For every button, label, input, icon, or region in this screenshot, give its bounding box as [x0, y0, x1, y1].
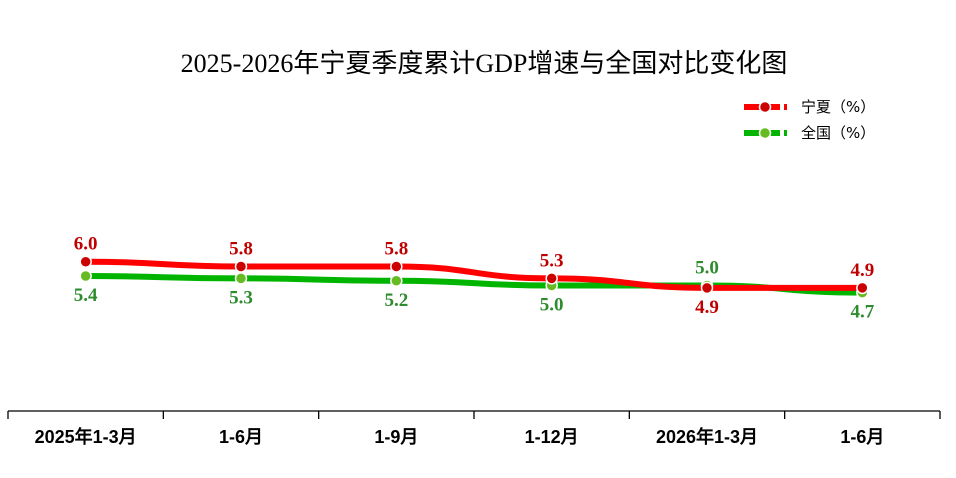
series-layer: [79, 255, 869, 299]
data-label: 5.0: [540, 295, 564, 316]
chart-title: 2025-2026年宁夏季度累计GDP增速与全国对比变化图: [181, 49, 788, 78]
x-tick-label: 1-12月: [525, 427, 579, 447]
series-point: [234, 272, 248, 285]
legend-marker: [758, 100, 772, 114]
series-point: [79, 255, 92, 268]
series-line-0: [82, 258, 866, 291]
data-label: 5.0: [695, 258, 719, 279]
x-axis: 2025年1-3月 1-6月 1-9月 1-12月 2026年1-3月 1-6月: [7, 410, 941, 447]
x-tick-label: 1-6月: [219, 427, 263, 447]
series-point: [545, 272, 558, 285]
data-label: 5.2: [384, 290, 408, 311]
series-point: [79, 269, 92, 283]
x-tick-label: 1-9月: [374, 427, 418, 447]
x-tick-label: 2026年1-3月: [656, 426, 758, 447]
data-label: 5.3: [540, 250, 564, 271]
data-label: 5.3: [229, 287, 253, 308]
data-label: 6.0: [74, 234, 98, 255]
series-point: [390, 274, 403, 288]
data-label: 4.7: [850, 302, 874, 323]
data-labels: 6.0 5.8 5.8 5.3 4.9 4.9 5.4 5.3 5.2 5.0 5.0 4.7: [74, 234, 875, 323]
x-tick-label: 1-6月: [840, 427, 884, 447]
legend: 宁夏（%） 全国（%）: [744, 98, 875, 142]
legend-label: 宁夏（%）: [801, 98, 875, 116]
series-point: [856, 281, 869, 295]
data-label: 5.8: [384, 238, 408, 259]
data-label: 5.4: [74, 285, 98, 306]
data-label: 4.9: [850, 260, 874, 281]
data-label: 5.8: [229, 238, 253, 259]
series-point: [234, 260, 248, 273]
series-point: [700, 281, 714, 295]
series-point: [390, 260, 403, 273]
legend-label: 全国（%）: [801, 124, 875, 142]
data-label: 4.9: [695, 297, 719, 318]
legend-marker: [758, 126, 772, 140]
x-tick-label: 2025年1-3月: [35, 426, 137, 447]
